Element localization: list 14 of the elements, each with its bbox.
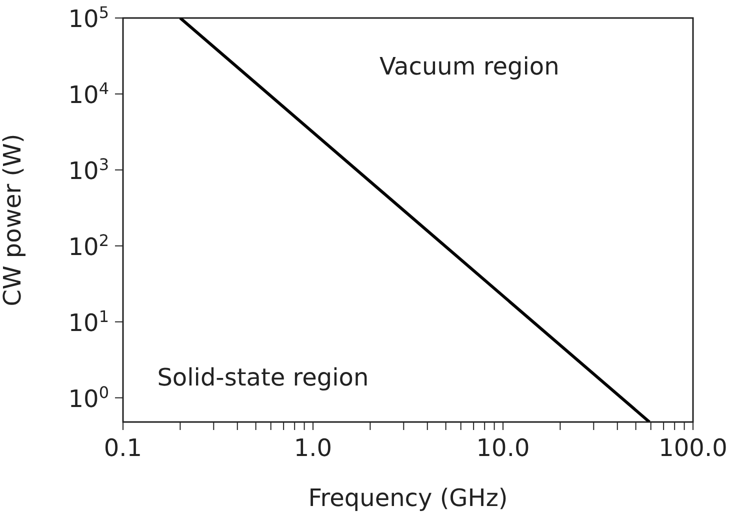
y-tick-label: 10$^{0}$: [68, 382, 109, 413]
annotation: Vacuum region: [380, 52, 560, 81]
x-tick-label: 1.0: [294, 434, 332, 462]
x-axis-title: Frequency (GHz): [308, 484, 508, 512]
y-tick-label: 10$^{1}$: [68, 306, 109, 337]
y-tick-label: 10$^{3}$: [68, 154, 109, 185]
x-tick-label: 0.1: [104, 434, 142, 462]
y-tick-label: 10$^{2}$: [68, 230, 109, 261]
x-tick-label: 10.0: [476, 434, 530, 462]
x-tick-label: 100.0: [658, 434, 728, 462]
y-tick-label: 10$^{4}$: [68, 78, 109, 109]
y-axis-title: CW power (W): [0, 134, 27, 306]
annotation: Solid-state region: [157, 364, 369, 392]
y-tick-label: 10$^{5}$: [68, 2, 109, 33]
